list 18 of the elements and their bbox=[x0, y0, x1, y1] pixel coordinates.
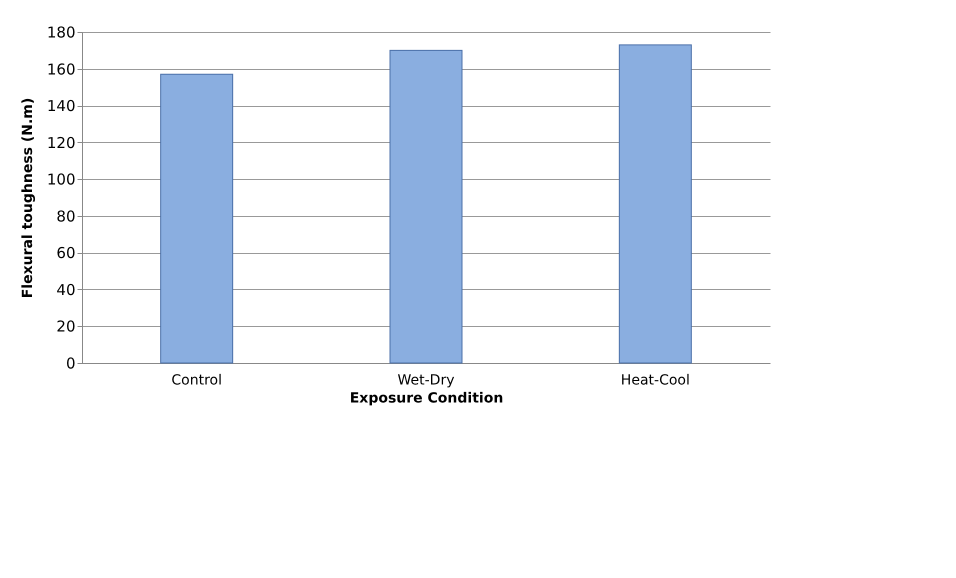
x-tick-label: Wet-Dry bbox=[398, 372, 454, 388]
bar bbox=[618, 44, 692, 364]
y-tick-label: 180 bbox=[46, 24, 76, 42]
bar bbox=[160, 74, 234, 364]
y-tick-label: 100 bbox=[46, 170, 76, 189]
x-tick-label: Heat-Cool bbox=[620, 372, 690, 388]
y-tick-label: 120 bbox=[46, 134, 76, 152]
y-tick-label: 140 bbox=[46, 97, 76, 116]
y-axis-title: Flexural toughness (N.m) bbox=[20, 98, 36, 298]
x-tick-label: Control bbox=[171, 372, 222, 388]
y-tick-label: 20 bbox=[56, 318, 76, 336]
bar bbox=[390, 50, 462, 364]
y-tick-label: 80 bbox=[56, 207, 76, 226]
y-tick-label: 0 bbox=[66, 354, 76, 372]
y-tick-label: 40 bbox=[56, 280, 76, 299]
y-tick-label: 60 bbox=[56, 244, 76, 262]
y-tick-label: 160 bbox=[46, 60, 76, 78]
x-axis-title: Exposure Condition bbox=[350, 390, 504, 406]
